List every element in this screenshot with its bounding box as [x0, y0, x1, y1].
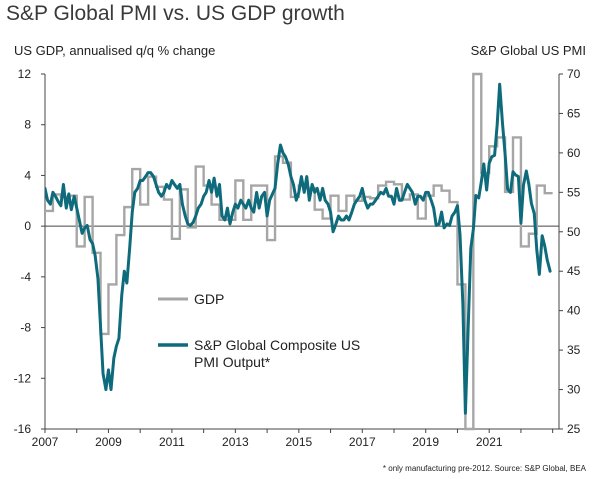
- x-tick-label: 2009: [95, 435, 122, 449]
- x-tick-label: 2015: [285, 435, 312, 449]
- y-right-tick-label: 40: [567, 304, 581, 318]
- y-right-tick-label: 25: [567, 422, 581, 436]
- y-right-tick-label: 45: [567, 264, 581, 278]
- x-tick-label: 2021: [476, 435, 503, 449]
- left-axis-label: US GDP, annualised q/q % change: [14, 43, 216, 58]
- y-right-tick-label: 35: [567, 343, 581, 357]
- y-right-tick-label: 30: [567, 383, 581, 397]
- x-tick-label: 2019: [412, 435, 439, 449]
- gdp-series-line: [45, 72, 553, 431]
- legend-gdp-label: GDP: [194, 291, 224, 307]
- y-left-tick-label: 8: [24, 118, 31, 132]
- y-right-tick-label: 55: [567, 185, 581, 199]
- chart-title: S&P Global PMI vs. US GDP growth: [6, 2, 345, 25]
- y-left-tick-label: -12: [14, 371, 32, 385]
- axes: 2007 2009 2011 2013 2015 2017 2019 202112840-4-…: [14, 67, 581, 449]
- series-layer: [45, 72, 553, 431]
- legend: GDP S&P Global Composite US PMI Output*: [158, 291, 360, 370]
- pmi-series-line: [45, 82, 552, 415]
- y-right-tick-label: 70: [567, 67, 581, 81]
- y-left-tick-label: 4: [24, 168, 31, 182]
- footnote: * only manufacturing pre-2012. Source: S…: [382, 464, 586, 473]
- y-right-tick-label: 50: [567, 225, 581, 239]
- y-left-tick-label: -8: [20, 321, 31, 335]
- x-tick-label: 2007: [32, 435, 59, 449]
- y-left-tick-label: 0: [24, 219, 31, 233]
- legend-pmi-label: S&P Global Composite US PMI Output*: [194, 337, 360, 370]
- x-tick-label: 2013: [222, 435, 249, 449]
- y-right-tick-label: 65: [567, 106, 581, 120]
- x-tick-label: 2017: [349, 435, 376, 449]
- x-tick-label: 2011: [159, 435, 185, 449]
- y-left-tick-label: 12: [18, 67, 32, 81]
- y-left-tick-label: -4: [20, 270, 31, 284]
- y-right-tick-label: 60: [567, 146, 581, 160]
- y-left-tick-label: -16: [14, 422, 32, 436]
- right-axis-label: S&P Global US PMI: [470, 43, 586, 58]
